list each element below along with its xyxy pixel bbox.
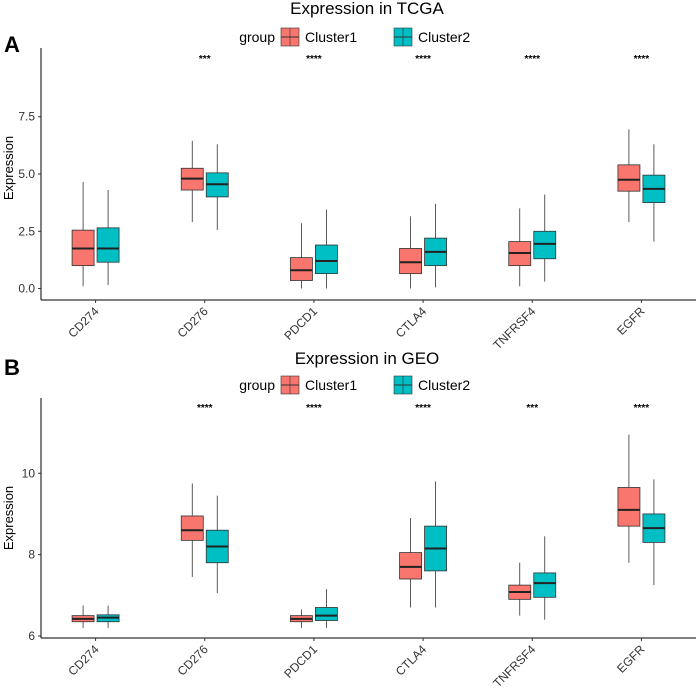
x-tick-label: EGFR <box>614 642 648 676</box>
significance-labels: *** **** **** **** **** <box>199 54 649 65</box>
legend-label-cluster2: Cluster2 <box>418 29 470 45</box>
box-body <box>399 552 422 580</box>
significance-label: **** <box>197 403 213 414</box>
panel-geo: B Expression in GEO group Cluster1 Clust… <box>1 349 696 690</box>
box-cluster2-ctla4 <box>424 481 447 608</box>
box-body <box>315 244 338 275</box>
box-cluster1-egfr <box>617 129 641 223</box>
x-tick-label: CD274 <box>65 642 102 679</box>
x-tick-label: EGFR <box>614 304 648 338</box>
y-ticks: 0.0 2.5 5.0 7.5 <box>18 110 35 296</box>
box-cluster2-pdcd1 <box>315 589 338 628</box>
y-tick-label: 0.0 <box>18 282 35 296</box>
y-tick-label: 7.5 <box>18 110 35 124</box>
y-tick-label: 10 <box>22 466 36 480</box>
x-tick-label: TNFRSF4 <box>490 642 538 690</box>
box-cluster2-cd276 <box>205 144 229 231</box>
box-cluster2-egfr <box>642 144 666 242</box>
box-cluster2-tnfrsf4 <box>533 194 557 282</box>
box-cluster1-cd274 <box>71 605 95 628</box>
significance-labels: **** **** **** *** **** <box>197 403 649 414</box>
legend-label-cluster1: Cluster1 <box>305 29 357 45</box>
y-tick-label: 6 <box>28 629 35 643</box>
legend: group Cluster1 Cluster2 <box>239 27 470 47</box>
x-tick-label: PDCD1 <box>281 642 320 681</box>
x-tick-label: TNFRSF4 <box>490 304 538 352</box>
x-ticks: CD274 CD276 PDCD1 CTLA4 TNFRSF4 EGFR <box>65 642 647 690</box>
legend-key-cluster2 <box>393 375 413 395</box>
significance-label: **** <box>415 54 431 65</box>
significance-label: **** <box>415 403 431 414</box>
significance-label: **** <box>634 54 650 65</box>
x-tick-label: CTLA4 <box>393 642 430 679</box>
significance-label: **** <box>524 54 540 65</box>
box-body <box>533 572 557 598</box>
legend-title: group <box>239 29 275 45</box>
box-body <box>399 248 422 275</box>
significance-label: **** <box>634 403 650 414</box>
y-tick-label: 2.5 <box>18 224 35 238</box>
box-cluster2-pdcd1 <box>315 209 338 289</box>
legend-label-cluster1: Cluster1 <box>305 377 357 393</box>
x-tick-label: CD276 <box>175 642 212 679</box>
box-cluster2-ctla4 <box>424 203 447 288</box>
box-cluster1-cd276 <box>180 483 204 577</box>
box-cluster2-cd274 <box>96 605 120 628</box>
box-cluster2-tnfrsf4 <box>533 536 557 620</box>
legend-label-cluster2: Cluster2 <box>418 377 470 393</box>
box-marks <box>71 434 666 628</box>
legend-key-cluster1 <box>280 27 300 47</box>
box-cluster2-cd274 <box>96 190 120 286</box>
significance-label: **** <box>306 54 322 65</box>
legend: group Cluster1 Cluster2 <box>239 375 470 395</box>
box-cluster1-egfr <box>617 434 641 563</box>
y-axis-title: Expression <box>1 136 16 200</box>
box-body <box>315 607 338 621</box>
significance-label: *** <box>199 54 211 65</box>
box-cluster1-tnfrsf4 <box>508 208 532 287</box>
box-body <box>96 227 120 263</box>
y-ticks: 6 8 10 <box>22 466 36 643</box>
chart-title: Expression in TCGA <box>290 0 444 18</box>
box-cluster1-cd274 <box>71 182 95 287</box>
y-tick-label: 8 <box>28 548 35 562</box>
x-tick-label: CD274 <box>65 304 102 341</box>
box-cluster1-pdcd1 <box>290 609 313 628</box>
box-cluster1-ctla4 <box>399 216 422 289</box>
box-body <box>290 257 313 281</box>
x-tick-label: CD276 <box>175 304 212 341</box>
x-tick-label: PDCD1 <box>281 304 320 343</box>
box-cluster1-cd276 <box>180 140 204 223</box>
panel-label: B <box>4 355 20 380</box>
x-ticks: CD274 CD276 PDCD1 CTLA4 TNFRSF4 EGFR <box>65 304 647 352</box>
box-marks <box>71 129 666 289</box>
significance-label: *** <box>526 403 538 414</box>
panel-label: A <box>4 32 20 57</box>
box-cluster1-pdcd1 <box>290 223 313 289</box>
panel-tcga: A Expression in TCGA group Cluster1 Clus… <box>1 0 696 352</box>
significance-label: **** <box>306 403 322 414</box>
x-tick-label: CTLA4 <box>393 304 430 341</box>
chart-title: Expression in GEO <box>295 349 440 368</box>
box-body <box>180 515 204 541</box>
legend-key-cluster2 <box>393 27 413 47</box>
legend-title: group <box>239 377 275 393</box>
box-body <box>617 164 641 192</box>
box-cluster2-cd276 <box>205 495 229 594</box>
box-cluster2-egfr <box>642 479 666 586</box>
box-cluster1-ctla4 <box>399 518 422 608</box>
box-body <box>533 230 557 260</box>
y-axis-title: Expression <box>1 486 16 550</box>
box-body <box>617 487 641 527</box>
y-tick-label: 5.0 <box>18 167 35 181</box>
legend-key-cluster1 <box>280 375 300 395</box>
box-cluster1-tnfrsf4 <box>508 562 532 616</box>
